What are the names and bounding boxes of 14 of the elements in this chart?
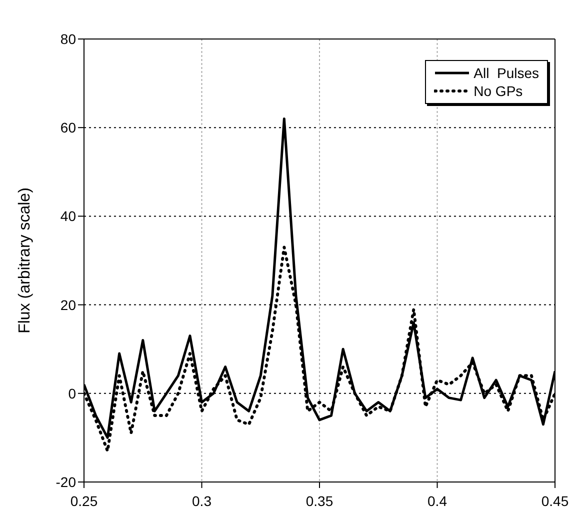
legend-label: All Pulses: [474, 64, 539, 82]
legend-label: No GPs: [474, 82, 523, 100]
y-tick-label: 0: [68, 385, 76, 402]
x-tick-label: 0.25: [70, 492, 98, 509]
y-tick-label: 40: [60, 208, 76, 224]
x-tick-label: 0.4: [428, 492, 448, 509]
y-tick-label: -20: [56, 474, 76, 490]
y-tick-label: 60: [60, 120, 76, 136]
x-tick-label: 0.35: [306, 492, 334, 509]
y-axis-title: Flux (arbitrary scale): [16, 188, 34, 334]
y-tick-label: 20: [60, 296, 76, 313]
x-tick-label: 0.3: [192, 492, 212, 509]
y-tick-label: 80: [60, 30, 76, 47]
x-tick-label: 0.45: [541, 492, 569, 509]
